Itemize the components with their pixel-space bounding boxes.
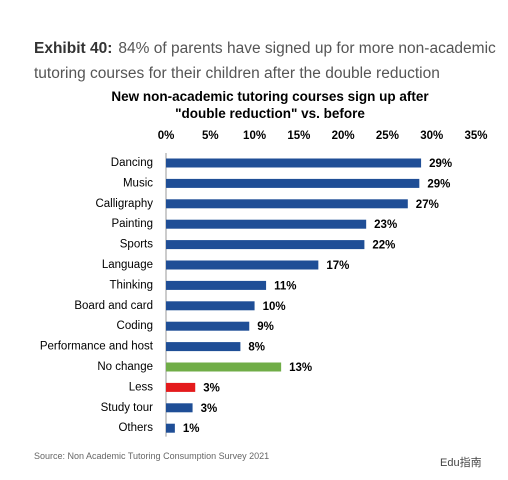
category-label: Painting [111,218,153,230]
category-label: Others [118,422,153,434]
chart-title: New non-academic tutoring courses sign u… [111,89,429,121]
x-tick-label: 30% [420,130,443,142]
bar [166,382,196,392]
category-label: Thinking [110,279,153,291]
bar [166,301,255,311]
value-label: 13% [289,362,312,374]
x-tick-label: 10% [243,130,266,142]
exhibit-text: 84% of parents have signed up for more n… [34,40,496,82]
category-label: Music [123,177,153,189]
category-label: Language [102,259,153,271]
value-label: 22% [372,240,395,252]
value-label: 29% [429,158,452,170]
watermark: Edu指南 [440,457,482,469]
value-label: 29% [427,178,450,190]
bar [166,260,319,270]
bar [166,240,365,250]
category-label: Calligraphy [95,198,153,210]
x-tick-label: 35% [464,130,487,142]
value-label: 27% [416,199,439,211]
category-label: No change [97,361,153,373]
value-label: 17% [326,260,349,272]
category-label: Coding [117,320,153,332]
value-label: 11% [274,280,296,292]
bar [166,321,250,331]
value-label: 10% [263,301,286,313]
bar [166,403,193,413]
bar [166,423,175,433]
bar [166,158,422,168]
value-label: 3% [201,403,218,415]
bar [166,280,267,290]
value-label: 23% [374,219,397,231]
category-label: Performance and host [40,341,154,353]
bar [166,362,282,372]
bar [166,178,420,188]
category-label: Less [129,381,154,393]
header: Exhibit 40: 84% of parents have signed up… [34,36,496,86]
value-label: 3% [203,382,220,394]
bar [166,219,367,229]
value-label: 9% [257,321,274,333]
x-tick-label: 5% [202,130,219,142]
value-label: 1% [183,423,200,435]
category-label: Board and card [74,300,153,312]
x-tick-label: 0% [158,130,175,142]
category-label: Study tour [101,402,154,414]
category-label: Sports [120,239,153,251]
category-label: Dancing [111,157,153,169]
source: Source: Non Academic Tutoring Consumptio… [34,451,270,461]
bar [166,199,408,209]
exhibit-label: Exhibit 40: [34,40,113,57]
x-tick-label: 15% [287,130,310,142]
x-tick-label: 25% [376,130,399,142]
value-label: 8% [248,342,265,354]
x-tick-label: 20% [332,130,355,142]
bar [166,342,241,352]
